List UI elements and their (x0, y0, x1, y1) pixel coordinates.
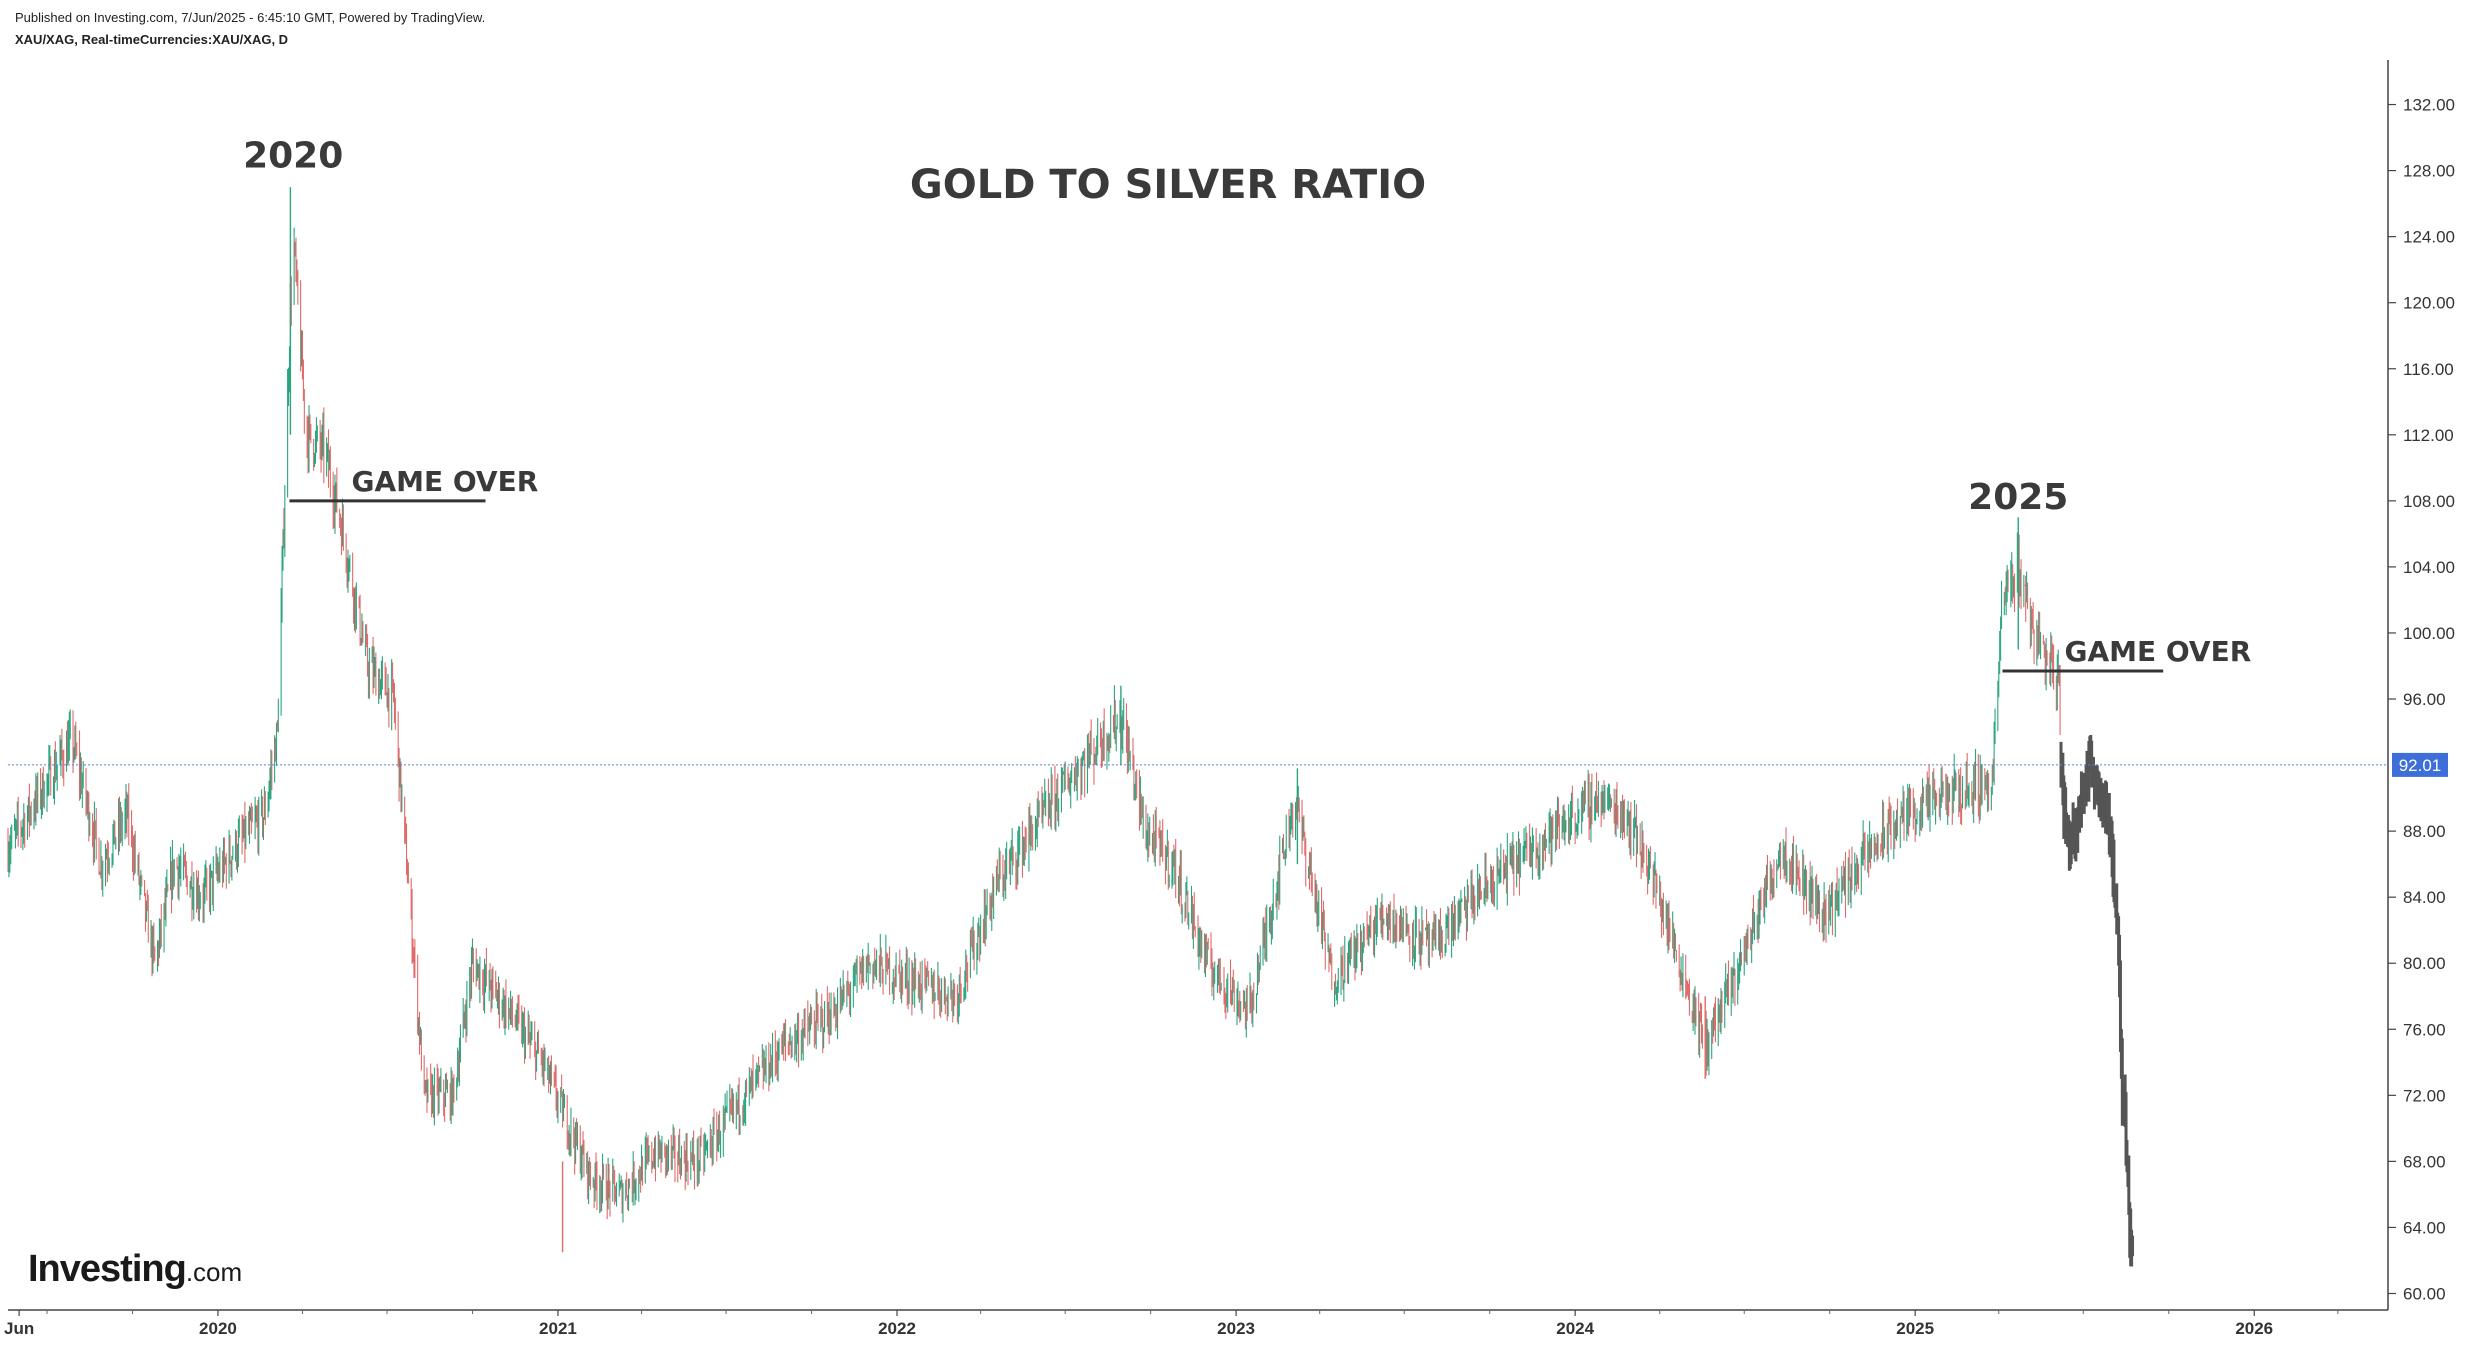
y-tick-label: 116.00 (2403, 360, 2454, 379)
logo-domain: .com (185, 1257, 243, 1287)
chart-title: GOLD TO SILVER RATIO (910, 162, 1426, 208)
y-tick-label: 112.00 (2403, 426, 2454, 445)
y-tick-label: 124.00 (2403, 228, 2455, 247)
annotations-layer: GOLD TO SILVER RATIO 2020 2025 GAME OVER GAM… (243, 135, 2251, 673)
game-over-label: GAME OVER (351, 465, 538, 498)
y-tick-label: 104.00 (2403, 558, 2455, 577)
y-tick-label: 72.00 (2403, 1086, 2446, 1105)
investing-logo: Investing.com (28, 1248, 242, 1291)
x-tick-label: 2024 (1556, 1319, 1594, 1338)
projection-layer (2059, 735, 2135, 1267)
x-tick-label: 2022 (878, 1319, 916, 1338)
x-tick-label: 2020 (199, 1319, 237, 1338)
x-tick-label: 2025 (1896, 1319, 1934, 1338)
y-tick-label: 84.00 (2403, 888, 2446, 907)
logo-text: Investing (28, 1248, 187, 1290)
y-tick-label: 64.00 (2403, 1218, 2446, 1237)
x-tick-label: 2023 (1217, 1319, 1255, 1338)
y-tick-label: 68.00 (2403, 1152, 2446, 1171)
year-annotation: 2020 (243, 135, 343, 176)
y-tick-label: 76.00 (2403, 1020, 2446, 1039)
y-tick-label: 96.00 (2403, 690, 2446, 709)
candles-layer (7, 187, 2061, 1253)
current-price-badge (2392, 752, 2448, 777)
symbol-caption: XAU/XAG, Real-timeCurrencies:XAU/XAG, D (15, 32, 289, 47)
y-tick-label: 100.00 (2403, 624, 2455, 643)
x-tick-label: Jun (4, 1319, 34, 1338)
y-tick-label: 108.00 (2403, 492, 2455, 511)
game-over-label: GAME OVER (2064, 635, 2251, 668)
current-price-label: 92.01 (2399, 756, 2442, 775)
y-tick-label: 80.00 (2403, 954, 2446, 973)
x-tick-label: 2026 (2235, 1319, 2273, 1338)
y-tick-label: 60.00 (2403, 1284, 2446, 1303)
y-tick-label: 128.00 (2403, 162, 2455, 181)
y-tick-label: 120.00 (2403, 294, 2455, 313)
x-tick-label: 2021 (539, 1319, 577, 1338)
y-tick-label: 88.00 (2403, 822, 2446, 841)
year-annotation: 2025 (1968, 477, 2068, 518)
y-tick-label: 132.00 (2403, 96, 2455, 115)
published-caption: Published on Investing.com, 7/Jun/2025 -… (15, 10, 486, 25)
axes-layer: 60.00 64.00 68.00 72.00 76.00 80.00 84.00 88.00… (4, 60, 2455, 1338)
